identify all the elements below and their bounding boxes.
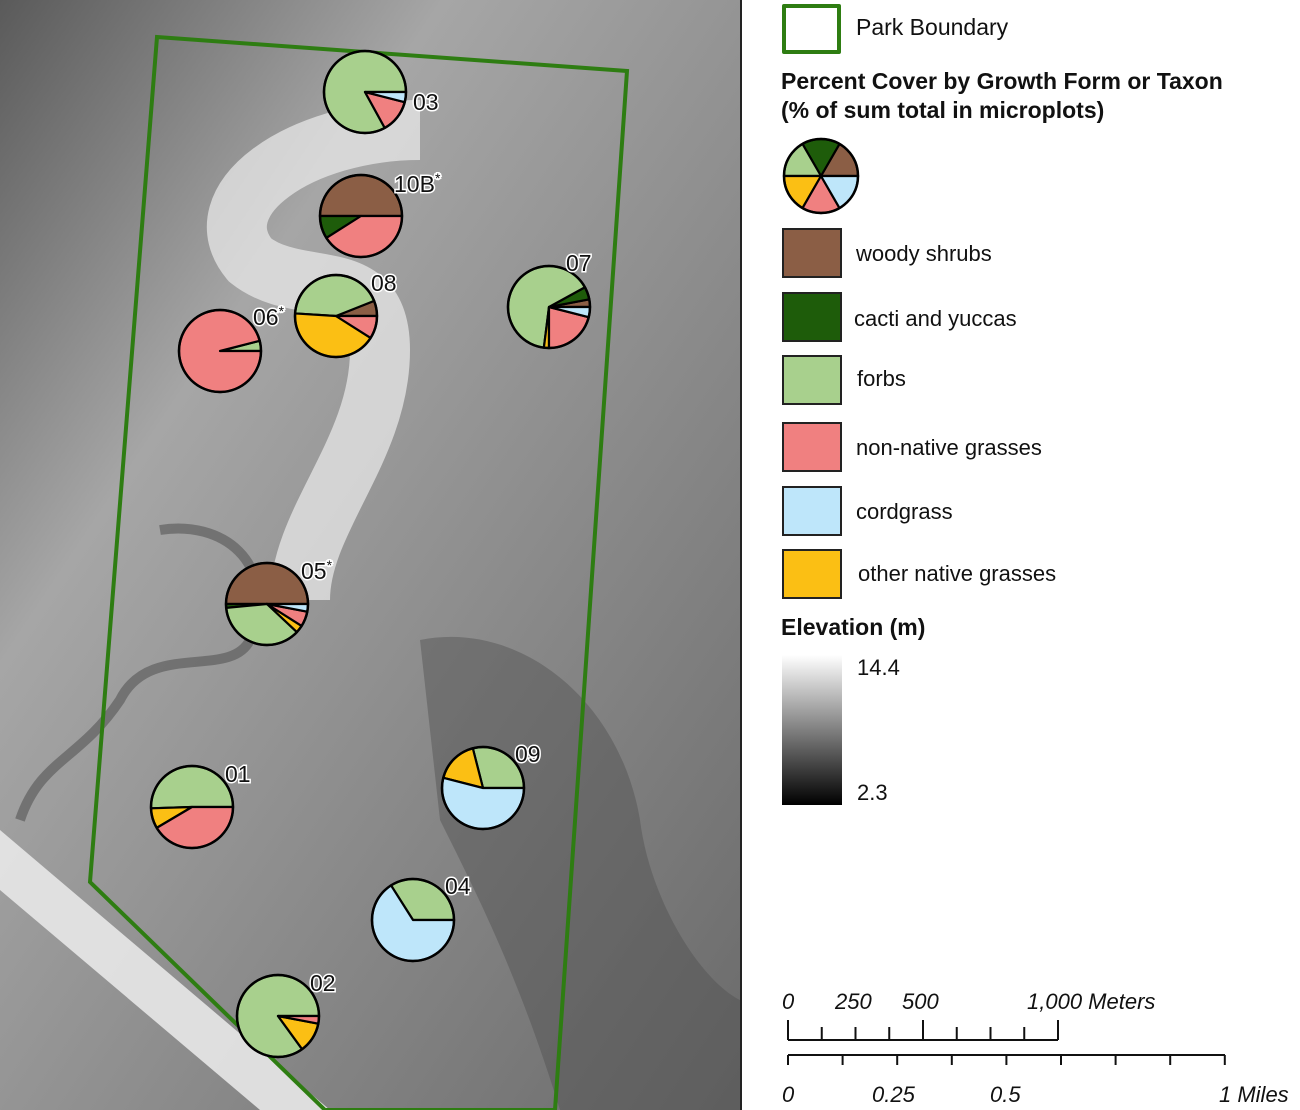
swatch-woody-shrubs [782,228,842,278]
pie-04-outline [370,877,456,963]
pie-label-02: 02 [310,970,336,996]
scale-mi-05: 0.5 [990,1082,1021,1107]
park-boundary [87,34,630,1110]
elevation-map: 03 10B* 08 06* 07 05* 01 09 04 02 [0,0,740,1110]
pie-plot-10B: 10B* [318,169,442,259]
swatch-cordgrass [782,486,842,536]
label-forbs: forbs [857,366,906,391]
scale-m-0: 0 [782,989,795,1014]
scale-mi-1: 1 Miles [1219,1082,1289,1107]
pie-label-04: 04 [445,873,471,899]
pie-plot-07: 07 [506,249,593,350]
park-boundary-label: Park Boundary [856,14,1009,40]
pie-10B-outline [318,173,404,259]
pie-03-outline [322,49,408,135]
pie-label-07: 07 [566,250,592,276]
elevation-title: Elevation (m) [781,614,926,640]
pie-02-outline [235,973,321,1059]
label-cordgrass: cordgrass [856,499,953,524]
swatch-other-native-grasses [782,549,842,599]
pie-plot-06: 06* [177,302,286,394]
pie-plot-02: 02 [235,969,337,1059]
river-channel [15,523,263,822]
pie-plot-09: 09 [440,740,542,831]
scale-m-250: 250 [835,989,872,1014]
scale-mi-025: 0.25 [872,1082,915,1107]
pie-plot-05: 05* [224,556,334,647]
pie-legend-title: Percent Cover by Growth Form or Taxon [781,68,1223,94]
pie-label-10B: 10B* [394,170,441,197]
scale-bar [787,1020,1226,1065]
pie-plot-04: 04 [370,872,472,963]
swatch-forbs [782,355,842,405]
pie-06-outline [177,308,263,394]
label-woody-shrubs: woody shrubs [856,241,992,266]
pie-plot-03: 03 [322,49,440,135]
label-cacti-yuccas: cacti and yuccas [854,306,1017,331]
swatch-non-native-grasses [782,422,842,472]
map-legend-divider [740,0,742,1110]
label-non-native-grasses: non-native grasses [856,435,1042,460]
pie-legend-example [782,137,860,215]
elevation-max-label: 14.4 [857,655,900,680]
pie-01-outline [149,764,235,850]
pie-label-06: 06* [253,303,285,330]
pie-label-01: 01 [225,761,251,787]
elevation-ramp [782,655,842,805]
pie-09-outline [440,745,526,831]
pie-plot-08: 08 [293,269,398,359]
pie-legend-subtitle: (% of sum total in microplots) [781,97,1105,123]
pie-label-08: 08 [371,270,397,296]
pie-07-outline [506,264,592,350]
pie-plot-01: 01 [149,760,252,850]
pie-label-09: 09 [515,741,541,767]
park-boundary-swatch [782,4,841,54]
elevation-min-label: 2.3 [857,780,888,805]
label-other-native-grasses: other native grasses [858,561,1057,586]
scale-m-500: 500 [902,989,939,1014]
pie-05-outline [224,561,310,647]
pie-label-03: 03 [413,89,439,115]
legend-pie-outline [782,137,860,215]
pie-08-outline [293,273,379,359]
scale-m-1000: 1,000 Meters [1027,989,1156,1014]
scale-mi-0: 0 [782,1082,795,1107]
swatch-cacti-yuccas [782,292,842,342]
